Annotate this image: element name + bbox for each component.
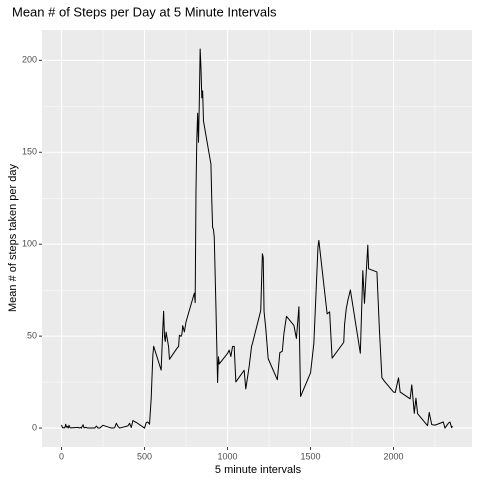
y-tick-label: 50 [27,331,37,341]
panel [42,30,472,447]
y-axis-label: Mean # of steps taken per day [7,164,19,312]
y-tick-label: 0 [32,422,37,432]
x-tick-label: 1500 [301,451,321,461]
y-tick-label: 100 [22,239,37,249]
x-axis-label: 5 minute intervals [215,464,302,476]
y-tick-label: 200 [22,55,37,65]
y-tick-label: 150 [22,147,37,157]
x-tick-label: 2000 [384,451,404,461]
x-tick-label: 1000 [218,451,238,461]
x-tick-label: 0 [59,451,64,461]
chart-title: Mean # of Steps per Day at 5 Minute Inte… [12,4,277,19]
x-tick-label: 500 [137,451,152,461]
line-series [61,48,453,429]
